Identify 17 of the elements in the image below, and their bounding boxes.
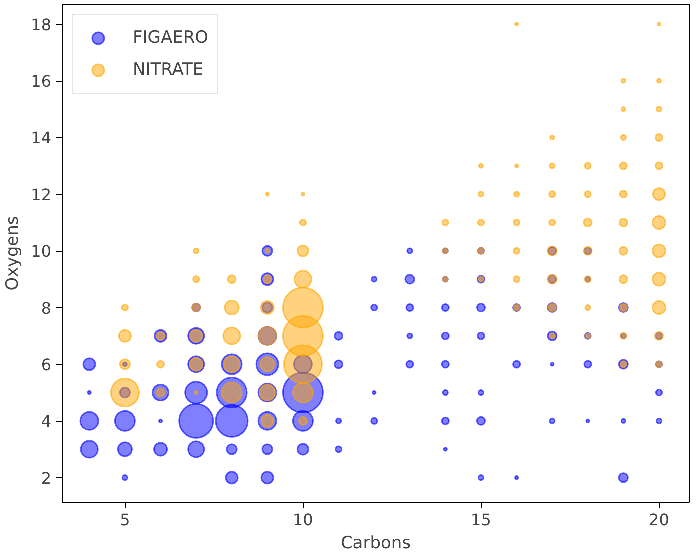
y-tick-label: 2 <box>41 468 52 488</box>
x-tick-label: 5 <box>120 510 130 530</box>
y-tick-label: 4 <box>41 412 52 432</box>
x-tick-label: 15 <box>471 510 492 530</box>
y-tick-label: 6 <box>41 355 52 374</box>
y-tick-label: 18 <box>31 15 52 34</box>
y-tick-label: 16 <box>31 72 52 92</box>
y-axis-title: Oxygens <box>3 216 24 291</box>
y-tick-label: 8 <box>41 298 52 318</box>
y-tick-label: 14 <box>31 128 52 148</box>
y-tick-label: 12 <box>31 185 52 204</box>
x-tick-label: 10 <box>293 510 314 530</box>
x-axis-title: Carbons <box>340 534 412 554</box>
x-tick-label: 20 <box>649 510 670 530</box>
legend-label: FIGAERO <box>133 28 209 48</box>
legend-label: NITRATE <box>133 60 204 80</box>
y-tick-label: 10 <box>31 242 52 262</box>
